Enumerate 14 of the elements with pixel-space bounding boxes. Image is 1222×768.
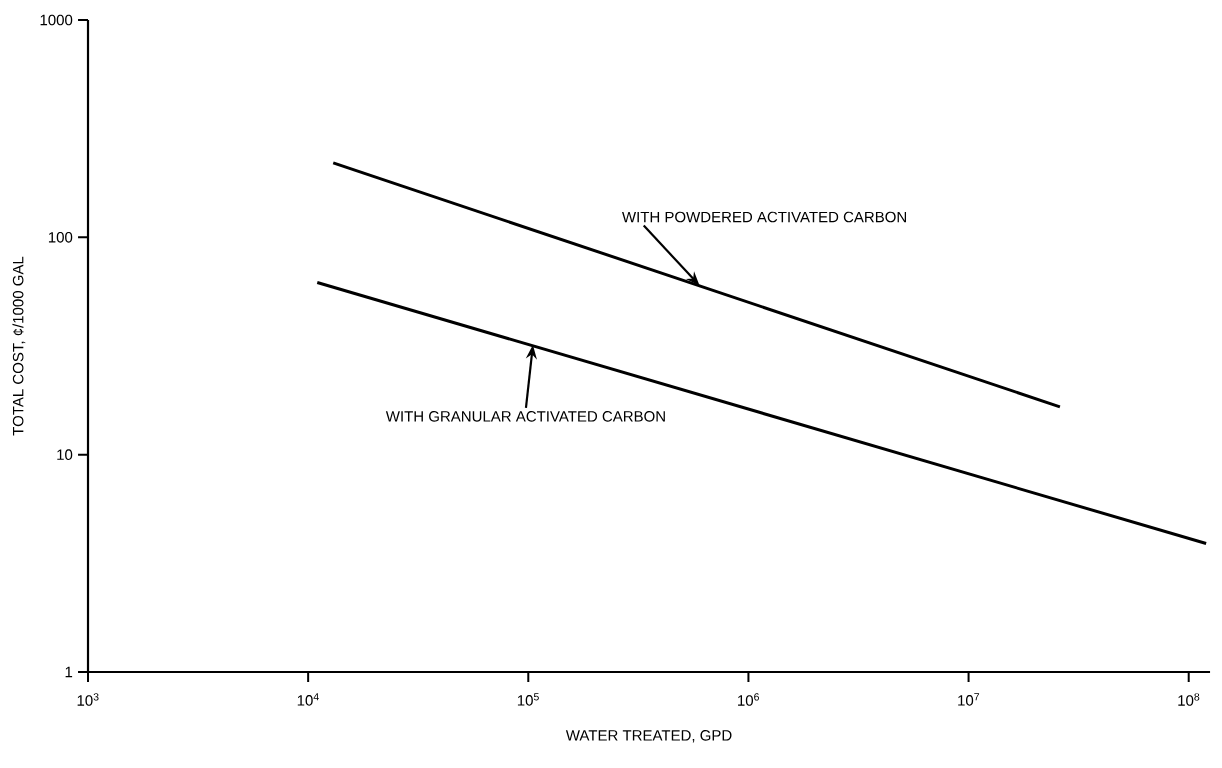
- annotation: WITH POWDERED ACTIVATED CARBON: [622, 211, 907, 223]
- y-tick-label: 1: [65, 666, 73, 678]
- y-tick-label: 10: [57, 449, 73, 460]
- x-tick-label: 10$^{5}$: [517, 693, 539, 706]
- x-tick-label: 10$^{7}$: [958, 693, 980, 706]
- x-tick-label: 10$^{3}$: [77, 693, 99, 706]
- annotation: WITH GRANULAR ACTIVATED CARBON: [385, 411, 665, 422]
- y-tick-label: 100: [48, 232, 73, 243]
- y-tick-label: 1000: [40, 14, 73, 26]
- y-axis-title: TOTAL COST, ¢/1000 GAL: [12, 256, 26, 436]
- x-axis-title: WATER TREATED, GPD: [565, 730, 732, 743]
- x-tick-label: 10$^{4}$: [297, 693, 319, 706]
- x-tick-label: 10$^{6}$: [738, 693, 759, 706]
- x-tick-label: 10$^{8}$: [1178, 693, 1200, 706]
